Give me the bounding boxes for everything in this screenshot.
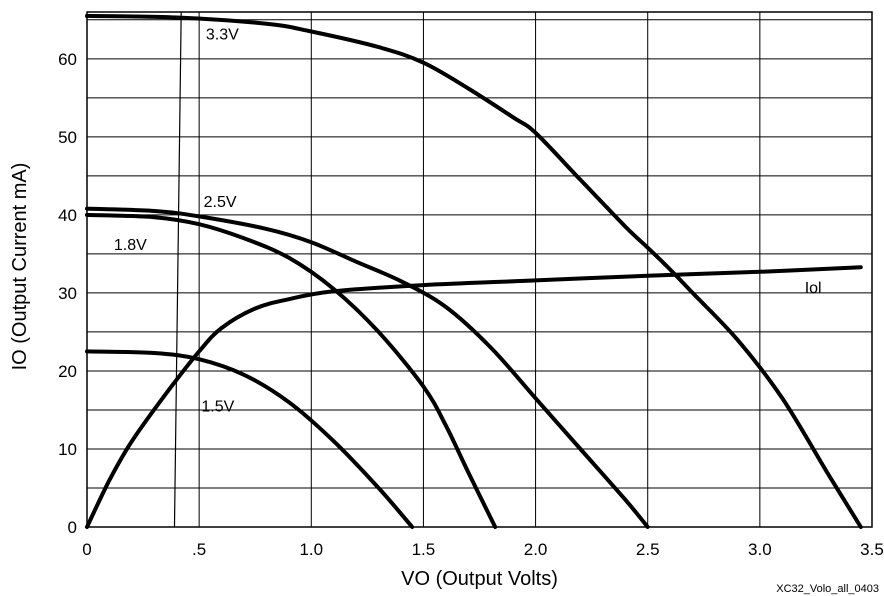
y-tick-labels: 0 10 20 30 40 50 60: [58, 50, 77, 537]
x-tick-label: 0: [82, 540, 91, 559]
series-line-1-8v: [85, 212, 498, 529]
series-lines: [85, 13, 863, 529]
y-tick-label: 30: [58, 284, 77, 303]
x-tick-label: .5: [192, 540, 206, 559]
series-line-iol: [85, 265, 863, 529]
grid: [87, 12, 872, 527]
plot-frame: [86, 11, 873, 528]
series-labels: 3.3V 2.5V 1.8V 1.5V Iol: [114, 26, 822, 415]
x-tick-label: 3.0: [748, 540, 772, 559]
series-line-1-5v: [85, 349, 415, 529]
x-tick-label: 3.5: [860, 540, 884, 559]
reference-line: [173, 11, 182, 528]
series-line-3-3v: [85, 13, 863, 529]
x-tick-label: 2.0: [524, 540, 548, 559]
series-label: 1.5V: [201, 399, 234, 416]
series-label: 1.8V: [114, 237, 147, 254]
y-tick-label: 20: [58, 362, 77, 381]
x-tick-labels: 0 .5 1.0 1.5 2.0 2.5 3.0 3.5: [82, 540, 884, 559]
series-line-2-5v: [85, 206, 650, 529]
y-tick-label: 60: [58, 50, 77, 69]
series-label: 3.3V: [206, 26, 239, 43]
series-label: Iol: [805, 280, 822, 297]
y-tick-label: 0: [68, 518, 77, 537]
x-tick-label: 2.5: [636, 540, 660, 559]
y-axis-title: IO (Output Current mA): [9, 163, 31, 371]
y-tick-label: 10: [58, 440, 77, 459]
x-tick-label: 1.5: [412, 540, 436, 559]
x-tick-label: 1.0: [299, 540, 323, 559]
figure-id-footnote: XC32_Volo_all_0403: [776, 583, 879, 595]
series-label: 2.5V: [204, 194, 237, 211]
y-tick-label: 50: [58, 128, 77, 147]
x-axis-title: VO (Output Volts): [401, 568, 558, 590]
reference-line-segment: [173, 11, 182, 528]
y-tick-label: 40: [58, 206, 77, 225]
